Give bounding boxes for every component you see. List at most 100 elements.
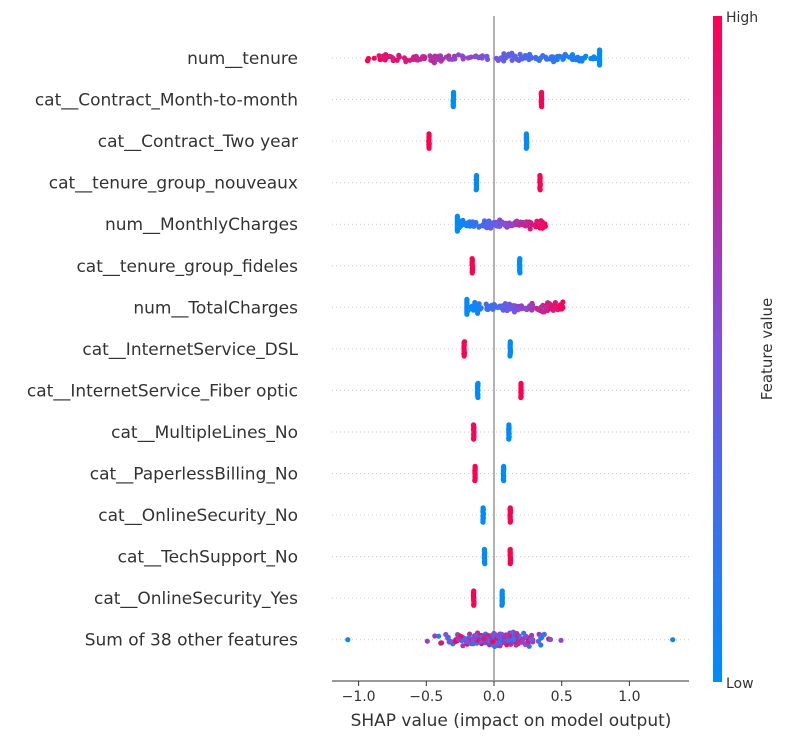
shap-point [588,55,594,62]
shap-point [548,56,554,62]
shap-point [510,53,517,59]
shap-point [501,634,507,641]
shap-point [390,55,396,61]
colorbar-title: Feature value [758,298,776,400]
shap-point [469,270,475,276]
shap-point [415,57,421,63]
shap-point [479,53,486,59]
shap-point [403,57,409,63]
shap-point [581,55,588,61]
shap-point [380,53,386,59]
feature-label: num__TotalCharges [133,298,298,318]
shap-point [482,561,488,567]
shap-point [522,306,528,312]
feature-label: cat__tenure_group_nouveaux [49,174,298,194]
shap-point [502,221,508,227]
shap-point [533,224,539,230]
shap-point [461,353,467,359]
shap-point [534,306,541,312]
shap-point [506,436,512,442]
shap-point [509,57,515,63]
shap-point [473,53,479,59]
shap-point [484,225,490,231]
x-tick-label: −1.0 [342,689,376,705]
shap-point [460,54,466,60]
shap-point [446,56,452,62]
shap-point [464,638,470,645]
shap-point [523,145,529,151]
shap-point [454,228,460,234]
shap-point [455,636,462,642]
shap-point [382,57,388,63]
shap-point [488,225,494,231]
shap-point [539,104,545,110]
shap-point [552,300,559,306]
colorbar-low-label: Low [726,676,754,692]
shap-point [490,639,496,645]
shap-point [527,226,533,232]
shap-point [484,306,490,312]
shap-point [491,631,497,637]
shap-point [597,62,603,68]
shap-point [514,630,520,637]
shap-point [472,478,478,484]
shap-point [507,519,513,525]
shap-point [426,145,432,151]
shap-point [365,58,371,64]
shap-point [593,55,599,62]
shap-point [471,305,477,311]
shap-point [467,223,473,229]
shap-point [522,54,528,60]
shap-point [572,56,578,62]
shap-point [512,220,518,226]
shap-point [478,305,484,311]
shap-point [540,309,546,315]
shap-point [560,56,566,62]
shap-point [506,51,512,57]
colorbar-gradient [713,16,722,682]
shap-point [510,303,516,309]
shap-point [518,394,524,401]
shap-point [461,220,467,226]
shap-point [471,602,477,608]
x-tick-label: −0.5 [409,689,443,705]
feature-label: cat__InternetService_DSL [82,340,298,360]
x-tick-label: 0.5 [551,689,573,705]
shap-point [528,220,534,226]
shap-point [518,221,524,227]
shap-point [345,637,351,643]
shap-point [475,394,481,401]
shap-point [424,638,430,644]
shap-point [569,52,576,58]
shap-point [505,637,511,644]
shap-point [548,305,554,311]
x-axis: −1.0 −0.5 0.0 0.5 1.0 [332,680,689,705]
shap-point [472,635,478,641]
shap-point [432,633,438,639]
shap-point [427,53,433,59]
feature-label: cat__OnlineSecurity_Yes [94,589,298,609]
shap-point [443,631,449,638]
x-tick-label: 0.0 [483,689,505,705]
feature-label: cat__InternetService_Fiber optic [27,381,298,401]
shap-point [538,635,544,641]
shap-point [464,311,470,317]
shap-point [411,54,417,60]
shap-point [517,51,523,57]
shap-point [523,633,529,640]
shap-point [558,305,565,311]
shap-point [558,637,564,643]
shap-point [450,104,456,110]
shap-point [481,636,487,642]
shap-point [499,602,505,608]
shap-point [543,56,550,62]
shap-point [475,310,481,316]
shap-point [470,219,476,225]
shap-point [528,54,534,60]
feature-labels: num__tenure cat__Contract_Month-to-monthc… [27,49,299,651]
shap-point [543,304,549,310]
shap-point [494,304,500,310]
shap-point [507,353,513,359]
